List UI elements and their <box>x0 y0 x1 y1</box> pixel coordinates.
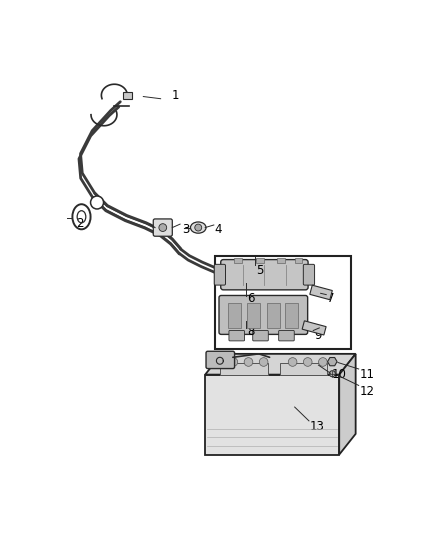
Bar <box>234 258 242 263</box>
Text: 11: 11 <box>360 368 374 381</box>
Bar <box>267 303 279 328</box>
Bar <box>256 258 264 263</box>
Bar <box>285 303 298 328</box>
Circle shape <box>329 371 336 377</box>
Polygon shape <box>310 285 332 300</box>
FancyBboxPatch shape <box>219 295 307 334</box>
Text: 5: 5 <box>256 264 263 277</box>
Circle shape <box>304 358 312 366</box>
FancyBboxPatch shape <box>153 219 172 236</box>
Bar <box>295 258 303 263</box>
Circle shape <box>288 358 297 366</box>
Bar <box>228 303 240 328</box>
Bar <box>279 364 327 375</box>
Text: 13: 13 <box>310 420 325 433</box>
Circle shape <box>244 358 253 366</box>
Bar <box>220 364 268 375</box>
Ellipse shape <box>191 222 206 233</box>
Circle shape <box>318 358 327 366</box>
Bar <box>123 92 132 99</box>
Text: 10: 10 <box>332 368 346 381</box>
Text: 6: 6 <box>247 293 254 305</box>
Polygon shape <box>339 354 356 455</box>
FancyBboxPatch shape <box>279 330 294 341</box>
Text: 8: 8 <box>247 325 254 338</box>
Text: 9: 9 <box>314 329 321 342</box>
Circle shape <box>91 196 103 209</box>
Bar <box>205 375 339 455</box>
Circle shape <box>195 224 202 231</box>
Bar <box>247 303 260 328</box>
FancyBboxPatch shape <box>214 264 226 285</box>
Ellipse shape <box>72 204 91 229</box>
FancyBboxPatch shape <box>229 330 244 341</box>
Text: 1: 1 <box>171 89 179 102</box>
FancyBboxPatch shape <box>206 351 235 368</box>
Polygon shape <box>302 321 326 335</box>
Polygon shape <box>328 358 337 366</box>
FancyBboxPatch shape <box>304 264 314 285</box>
Bar <box>215 256 351 349</box>
Circle shape <box>259 358 268 366</box>
Circle shape <box>159 224 167 231</box>
Bar <box>277 258 285 263</box>
Text: 12: 12 <box>360 385 374 398</box>
Circle shape <box>229 358 238 366</box>
Text: 4: 4 <box>215 223 222 236</box>
Text: 2: 2 <box>76 217 84 230</box>
Text: 3: 3 <box>182 223 190 236</box>
Polygon shape <box>205 354 356 375</box>
FancyBboxPatch shape <box>253 330 268 341</box>
Text: 7: 7 <box>327 293 335 305</box>
FancyBboxPatch shape <box>221 260 308 290</box>
